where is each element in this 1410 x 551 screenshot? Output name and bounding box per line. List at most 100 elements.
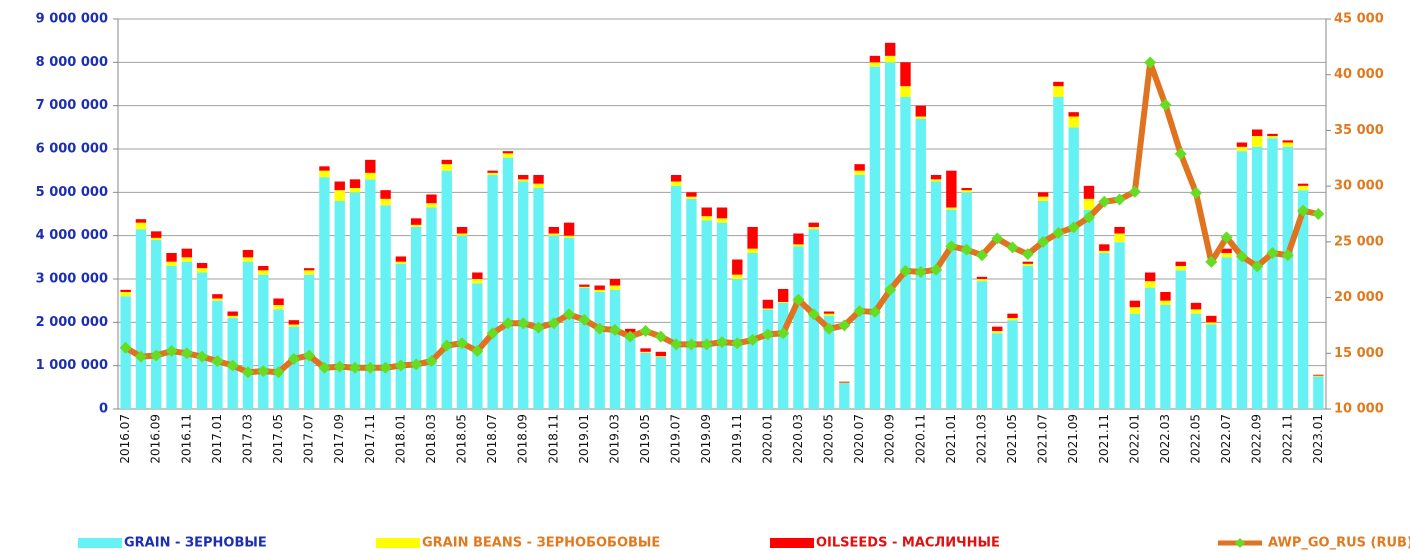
bar [869,55,881,63]
bar [518,179,529,182]
bar [273,305,284,310]
x-tick-label: 2017.01 [210,414,224,464]
line-marker [1144,56,1157,69]
bar [900,97,911,409]
line-marker [731,337,744,350]
y2-tick-label: 25 000 [1334,234,1384,249]
bar [441,159,452,165]
bar [655,357,667,409]
bar [135,222,147,230]
bar [1007,313,1018,318]
bar [823,313,835,316]
bar [992,333,1003,409]
y-tick-label: 4 000 000 [36,228,108,243]
bar [426,207,437,409]
bar [1037,192,1049,197]
bar [1129,300,1141,308]
bar [915,118,926,410]
bar [1144,272,1156,282]
bar [166,253,177,262]
bar [976,276,988,279]
bar [823,311,835,314]
bar [640,351,651,353]
line-marker [1037,235,1050,248]
bar [640,352,651,409]
line-marker [563,308,576,321]
bar [181,248,193,258]
x-tick-label: 2023.01 [1311,414,1325,464]
bar [625,335,636,409]
legend-marker [1235,538,1245,548]
bar [747,253,758,409]
x-tick-label: 2018.11 [546,414,560,464]
bar [1099,244,1110,251]
bar [273,309,284,409]
line-marker [624,330,637,343]
line-marker [1174,147,1187,160]
bar [1037,201,1049,409]
line-marker [899,264,912,277]
x-tick-label: 2018.05 [455,414,469,464]
bar [885,62,896,409]
bar [915,116,926,119]
y2-tick-label: 40 000 [1334,67,1384,82]
bar [1114,227,1125,234]
bar [1068,112,1079,117]
bar [212,298,223,301]
y-tick-label: 0 [99,402,108,417]
bar [885,42,896,56]
bar [288,324,300,327]
bar [732,274,743,279]
bar [349,192,361,409]
x-tick-label: 2017.05 [271,414,285,464]
bar [808,227,819,230]
line-marker [119,341,132,354]
line-marker [777,327,790,340]
bar [380,190,391,199]
x-tick-label: 2021.11 [1097,414,1111,464]
line-marker [930,263,943,276]
x-tick-label: 2016.09 [149,414,163,464]
bar [1282,146,1293,410]
line-marker [410,358,423,371]
bar [288,326,300,409]
line-marker [318,361,331,374]
bar [1099,250,1110,253]
x-tick-label: 2018.07 [485,414,499,464]
line-marker [272,366,285,379]
bar [793,244,804,247]
bar [1282,142,1293,147]
bar [410,224,422,227]
x-tick-label: 2019.01 [577,414,591,464]
line-marker [1205,255,1218,268]
line-marker [471,345,484,358]
bar [640,348,651,352]
line-marker [991,232,1004,245]
bar [518,181,529,409]
y2-tick-label: 10 000 [1334,402,1384,417]
line-marker [792,293,805,306]
bar [487,175,498,409]
bar [1221,253,1232,258]
line-marker [349,361,362,374]
bar [793,246,804,409]
bar [716,222,728,409]
bar [1099,253,1110,409]
bar [380,198,391,206]
bar [395,261,407,264]
y-tick-label: 1 000 000 [36,358,108,373]
bar [258,274,269,409]
bar [930,181,942,409]
bar [915,105,926,117]
bar [456,227,468,234]
bar [946,170,957,208]
bar [670,181,682,186]
y2-tick-label: 45 000 [1334,12,1384,27]
bar [303,270,315,275]
x-tick-label: 2016.07 [118,414,132,464]
bar [1160,300,1171,305]
bar [609,285,621,290]
bar [1160,292,1171,301]
line-marker [1235,250,1248,263]
